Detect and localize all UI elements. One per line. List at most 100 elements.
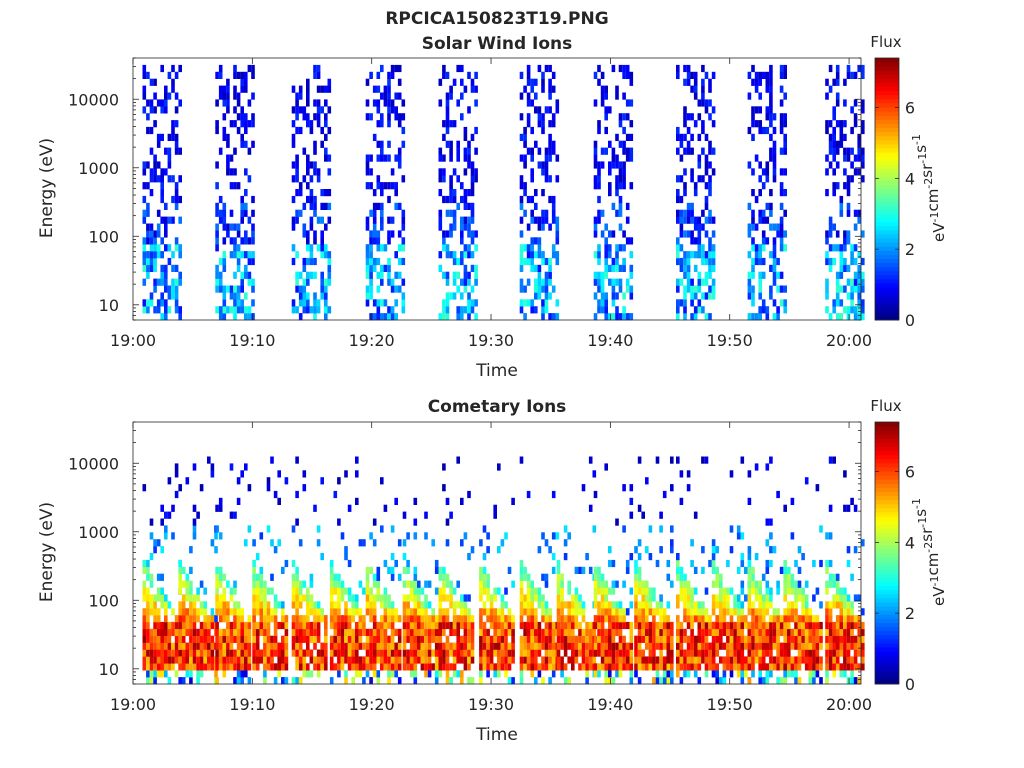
- flux-cell: [387, 677, 391, 685]
- flux-cell: [593, 230, 598, 238]
- flux-cell: [460, 313, 464, 321]
- flux-cell: [641, 615, 645, 623]
- flux-cell: [372, 635, 377, 643]
- flux-cell: [704, 216, 709, 224]
- flux-cell: [711, 71, 716, 79]
- flux-cell: [470, 182, 475, 190]
- flux-cell: [306, 78, 310, 86]
- flux-cell: [240, 85, 244, 93]
- flux-cell: [593, 182, 598, 190]
- flux-cell: [445, 71, 450, 79]
- flux-cell: [203, 608, 207, 616]
- flux-cell: [409, 649, 414, 657]
- flux-cell: [489, 621, 494, 630]
- flux-cell: [313, 292, 317, 300]
- flux-cell: [611, 587, 616, 595]
- flux-cell: [548, 608, 552, 616]
- colorbar-segment: [875, 270, 899, 276]
- flux-cell: [149, 642, 154, 650]
- flux-cell: [843, 587, 847, 595]
- flux-cell: [670, 628, 674, 636]
- colorbar-segment: [875, 499, 899, 505]
- flux-cell: [247, 484, 252, 492]
- flux-cell: [797, 587, 802, 595]
- flux-cell: [174, 92, 179, 100]
- flux-cell: [708, 78, 712, 86]
- flux-cell: [611, 313, 616, 321]
- flux-cell: [523, 621, 527, 630]
- flux-cell: [247, 278, 252, 286]
- flux-cell: [537, 251, 542, 259]
- flux-cell: [779, 147, 784, 155]
- flux-cell: [164, 264, 168, 272]
- flux-cell: [758, 663, 762, 671]
- flux-cell: [686, 656, 691, 664]
- flux-cell: [608, 106, 612, 114]
- flux-cell: [302, 202, 307, 210]
- flux-cell: [625, 559, 630, 568]
- flux-cell: [316, 601, 321, 609]
- flux-cell: [358, 621, 363, 630]
- flux-cell: [693, 615, 698, 623]
- flux-cell: [808, 615, 813, 623]
- flux-cell: [156, 635, 161, 643]
- flux-cell: [571, 608, 575, 616]
- flux-cell: [693, 182, 698, 190]
- flux-cell: [427, 635, 432, 643]
- flux-cell: [758, 161, 762, 169]
- colorbar-segment: [875, 540, 899, 546]
- flux-cell: [507, 663, 512, 671]
- flux-cell: [463, 195, 468, 204]
- flux-cell: [383, 154, 388, 162]
- flux-cell: [164, 106, 168, 114]
- flux-cell: [846, 608, 851, 616]
- flux-cell: [486, 546, 490, 554]
- flux-cell: [556, 601, 561, 609]
- flux-cell: [263, 580, 267, 588]
- flux-cell: [697, 99, 702, 107]
- flux-cell: [380, 649, 384, 657]
- flux-cell: [309, 594, 314, 602]
- flux-cell: [456, 649, 460, 657]
- flux-cell: [240, 649, 244, 657]
- flux-cell: [801, 608, 805, 616]
- flux-cell: [676, 237, 680, 245]
- flux-cell: [164, 216, 168, 224]
- y-tick-label: 10: [99, 296, 119, 315]
- flux-cell: [390, 615, 395, 623]
- flux-cell: [218, 285, 223, 293]
- flux-cell: [291, 525, 296, 533]
- flux-cell: [337, 580, 341, 588]
- flux-cell: [758, 642, 762, 650]
- flux-cell: [641, 608, 645, 616]
- flux-cell: [420, 615, 425, 623]
- flux-cell: [313, 642, 317, 650]
- flux-cell: [295, 677, 299, 685]
- flux-cell: [850, 278, 854, 286]
- flux-cell: [523, 244, 527, 252]
- flux-cell: [181, 601, 186, 609]
- flux-cell: [530, 628, 534, 636]
- flux-cell: [413, 649, 418, 657]
- flux-cell: [413, 663, 418, 671]
- flux-cell: [604, 628, 608, 636]
- flux-cell: [333, 635, 338, 643]
- flux-cell: [555, 106, 560, 114]
- flux-cell: [736, 615, 741, 623]
- flux-cell: [722, 663, 727, 671]
- flux-cell: [229, 642, 234, 650]
- flux-cell: [563, 615, 568, 623]
- flux-cell: [171, 133, 175, 141]
- flux-cell: [779, 566, 784, 574]
- flux-cell: [556, 587, 561, 595]
- flux-cell: [588, 649, 593, 657]
- flux-cell: [701, 456, 705, 464]
- flux-cell: [402, 642, 407, 650]
- flux-cell: [676, 64, 680, 73]
- flux-cell: [387, 649, 391, 657]
- flux-cell: [470, 202, 475, 210]
- flux-cell: [316, 299, 321, 307]
- flux-cell: [270, 663, 274, 671]
- flux-cell: [365, 271, 370, 279]
- flux-cell: [178, 580, 182, 588]
